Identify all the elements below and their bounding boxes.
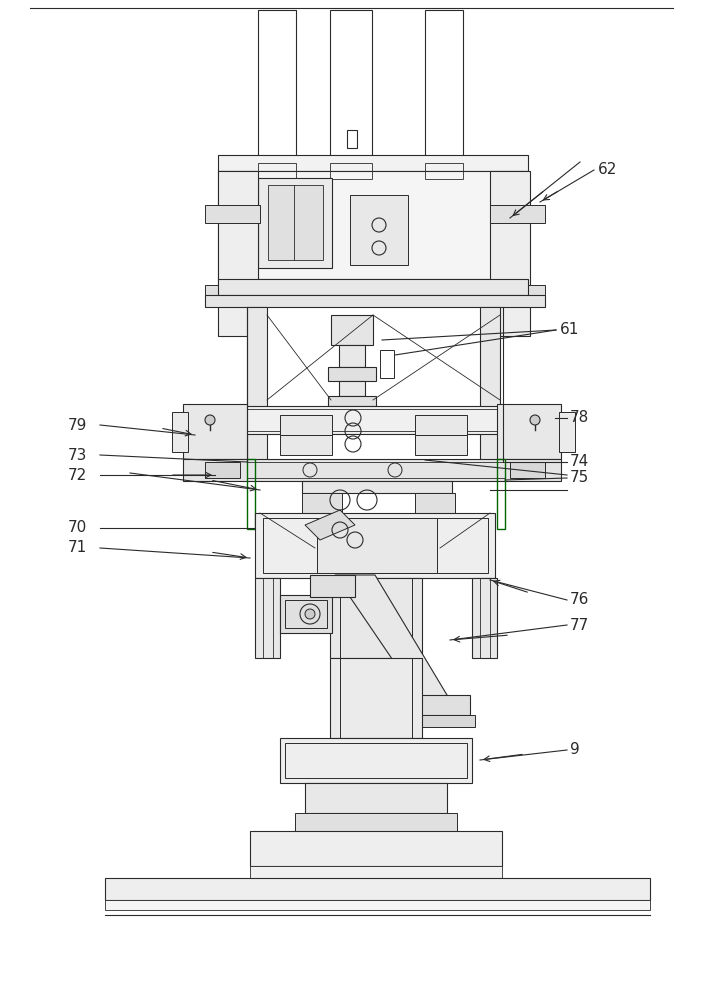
Bar [183,459,561,481]
Bar [247,307,267,462]
Text: 71: 71 [68,540,87,556]
Text: 73: 73 [68,448,87,462]
Bar [380,350,394,378]
Bar [105,878,650,900]
Bar [280,738,472,783]
Bar [218,171,258,336]
Bar [247,459,255,529]
Bar [217,406,537,434]
Bar [263,518,488,573]
Bar [285,600,327,628]
Bar [258,163,296,179]
Text: 75: 75 [570,471,589,486]
Bar [302,493,342,513]
Bar [330,163,372,179]
Bar [280,595,332,633]
Text: 70: 70 [68,520,87,536]
Bar [340,658,412,738]
Bar [247,409,505,431]
Bar [490,285,545,303]
Bar [258,178,332,268]
Bar [415,493,455,513]
Polygon shape [335,575,450,700]
Text: 78: 78 [570,410,589,426]
Bar [339,345,365,367]
Bar [330,10,372,158]
Text: 61: 61 [560,322,579,338]
Bar [255,578,280,658]
Bar [218,155,528,171]
Bar [247,462,505,478]
Bar [205,285,260,303]
Bar [310,575,355,597]
Bar [280,415,332,435]
Bar [415,435,467,455]
Text: 62: 62 [598,162,617,178]
Bar [172,412,188,452]
Bar [302,481,452,493]
Bar [480,307,500,462]
Bar [105,900,650,910]
Bar [559,412,575,452]
Bar [350,195,408,265]
Bar [218,279,528,295]
Bar [295,813,457,831]
Bar [497,459,505,529]
Circle shape [530,415,540,425]
Bar [250,831,502,866]
Polygon shape [305,510,355,540]
Bar [183,404,247,459]
Bar [415,415,467,435]
Bar [490,205,545,223]
Bar [331,315,373,345]
Bar [328,396,376,406]
Bar [305,783,447,813]
Bar [410,715,475,727]
Bar [339,381,365,396]
Bar [330,658,422,738]
Text: 76: 76 [570,592,589,607]
Text: 72: 72 [68,468,87,483]
Bar [255,513,495,578]
Circle shape [205,415,215,425]
Bar [472,578,497,658]
Bar [425,10,463,158]
Bar [490,171,530,336]
Bar [280,435,332,455]
Bar [317,518,437,573]
Bar [510,462,545,478]
Bar [263,578,273,658]
Bar [205,295,545,307]
Bar [205,462,240,478]
Circle shape [305,609,315,619]
Bar [347,130,357,148]
Bar [340,578,412,658]
Bar [497,404,561,459]
Bar [205,205,260,223]
Bar [415,695,470,715]
Bar [258,10,296,158]
Bar [480,578,490,658]
Bar [328,367,376,381]
Text: 77: 77 [570,617,589,633]
Bar [330,578,422,658]
Bar [250,866,502,878]
Bar [425,163,463,179]
Text: 9: 9 [570,742,580,758]
Bar [218,171,528,279]
Bar [268,185,323,260]
Bar [285,743,467,778]
Text: 79: 79 [68,418,87,432]
Text: 74: 74 [570,454,589,470]
